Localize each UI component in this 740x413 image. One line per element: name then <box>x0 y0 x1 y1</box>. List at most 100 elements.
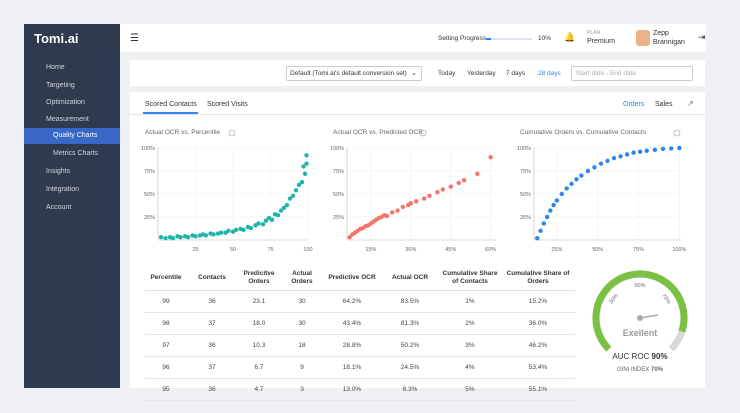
metric-toggle[interactable]: Sales <box>655 101 673 108</box>
progress-label: Setting Progress <box>438 35 487 42</box>
menu-item[interactable]: Measurement <box>46 116 89 123</box>
needle <box>639 314 659 319</box>
range[interactable]: Yesterday <box>467 70 496 77</box>
cell: 6.7 <box>237 356 281 379</box>
gini: GINI INDEX 70% <box>617 367 664 373</box>
x-tick-label: 45% <box>445 247 456 253</box>
point <box>290 193 296 199</box>
bell[interactable]: 🔔 <box>564 32 576 42</box>
point <box>203 233 209 238</box>
point <box>256 221 261 226</box>
menu-item[interactable]: Account <box>46 204 72 211</box>
dropdown-text: Default (Tomi.ai's default conversion se… <box>290 70 407 77</box>
cell: 83.5% <box>381 290 439 313</box>
point <box>544 214 550 220</box>
cell: 98 <box>145 312 187 335</box>
point <box>269 217 275 222</box>
table: Percentile Contacts Predicitve Orders Actua… <box>145 266 575 401</box>
header-cell: Predictive OCR <box>323 266 381 291</box>
metric-toggle[interactable]: Orders <box>623 101 645 108</box>
point <box>554 198 560 203</box>
point <box>158 235 164 240</box>
row: 99 36 23.1 30 64.2% 83.5% 1% 15.2% <box>145 290 575 313</box>
date-input[interactable] <box>571 66 693 81</box>
menu-item[interactable]: Home <box>46 64 65 71</box>
point <box>488 155 493 160</box>
cell: 28.8% <box>323 334 381 357</box>
tab[interactable]: Scored Visits <box>207 101 248 108</box>
cell: 18.1% <box>323 356 381 379</box>
tab-underline <box>143 112 198 114</box>
logout[interactable]: ⇥ <box>698 32 706 42</box>
gauge-tick-label: 50% <box>634 283 645 289</box>
avatar[interactable] <box>636 30 650 46</box>
cell: 9 <box>281 356 323 379</box>
y-tick-label: 25% <box>144 215 155 221</box>
tab[interactable]: Scored Contacts <box>145 101 197 108</box>
point <box>579 173 584 178</box>
y-tick-label: 75% <box>520 169 531 175</box>
range[interactable]: Today <box>438 70 456 77</box>
cell: 24.5% <box>381 356 439 379</box>
point <box>448 184 453 189</box>
x-tick-label: 60% <box>485 247 496 253</box>
point <box>296 182 302 187</box>
point <box>644 148 649 153</box>
point <box>660 146 666 152</box>
point <box>211 232 216 237</box>
menu-item[interactable]: Optimization <box>46 99 85 106</box>
menu-item[interactable]: Quality Charts <box>24 128 120 144</box>
x-tick-label: 100 <box>303 247 312 253</box>
point <box>287 196 293 201</box>
plan-label: PLAN <box>587 30 601 36</box>
cell: 4.7 <box>237 378 281 401</box>
point <box>435 189 440 195</box>
cell: 1% <box>439 290 501 313</box>
point <box>301 164 306 169</box>
export[interactable]: ↗ <box>687 99 694 108</box>
progress-value: 10% <box>538 35 552 42</box>
cell: 64.2% <box>323 290 381 313</box>
point <box>278 208 284 213</box>
menu-item[interactable]: Targeting <box>46 82 75 89</box>
point <box>592 165 597 170</box>
point <box>185 235 191 240</box>
point <box>299 179 305 185</box>
cell: 3 <box>281 378 323 401</box>
cell: 30 <box>281 312 323 335</box>
dropdown[interactable] <box>286 66 422 81</box>
cell: 50.2% <box>381 334 439 357</box>
y-tick-label: 50% <box>520 192 531 198</box>
menu-item[interactable]: Integration <box>46 186 80 193</box>
cell: 36 <box>187 334 237 357</box>
date-placeholder: Start date - End date <box>576 70 636 77</box>
header-cell: Percentile <box>145 266 187 291</box>
point <box>611 155 617 161</box>
header-cell: Predicitve Orders <box>237 266 281 291</box>
point <box>284 202 290 208</box>
range[interactable]: 7 days <box>506 70 526 77</box>
point <box>263 218 269 223</box>
point <box>574 177 579 182</box>
y-tick-label: 100% <box>330 146 344 152</box>
label: GINI INDEX <box>617 367 649 373</box>
point <box>233 227 239 233</box>
label: 70% <box>651 367 664 373</box>
header-cell: Actual Orders <box>281 266 323 291</box>
gauge-tick-label: 30% <box>608 293 619 306</box>
point <box>226 228 231 233</box>
cell: 10.3 <box>237 334 281 357</box>
menu-item[interactable]: Metrics Charts <box>53 150 99 157</box>
menu-item[interactable]: Insights <box>46 168 71 175</box>
range[interactable]: 28 days <box>538 70 561 77</box>
point <box>461 178 467 183</box>
y-tick-label: 50% <box>144 192 155 198</box>
cell: 97 <box>145 334 187 357</box>
sidebar: Tomi.ai Home Targeting Optimization Measure… <box>24 24 120 388</box>
menu-toggle[interactable]: ☰ <box>130 33 139 44</box>
cell: 95 <box>145 378 187 401</box>
gauge-rating: Exellent <box>623 328 658 338</box>
cell: 3% <box>439 334 501 357</box>
progress-bar <box>486 38 491 40</box>
